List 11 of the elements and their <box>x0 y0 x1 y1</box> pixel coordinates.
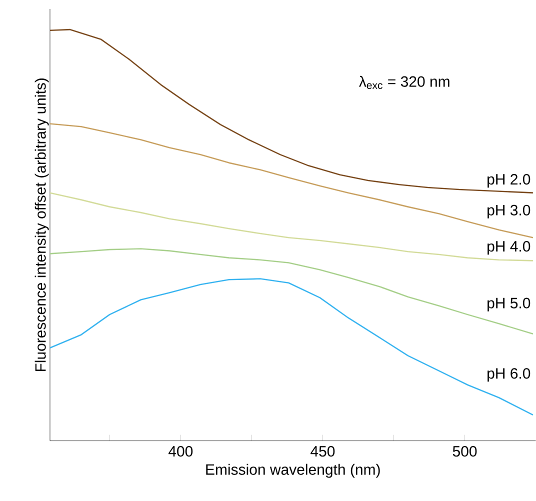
series-label: pH 5.0 <box>488 298 530 312</box>
x-axis-title: Emission wavelength (nm) <box>206 464 380 478</box>
x-tick-label: 500 <box>452 446 477 457</box>
series-label: pH 3.0 <box>488 204 530 219</box>
series-label: pH 4.0 <box>488 241 530 255</box>
series-label: pH 6.0 <box>488 368 530 382</box>
x-tick-label: 450 <box>310 446 335 457</box>
series-label: pH 2.0 <box>488 174 530 188</box>
annotation: λ$_{exc}$ = 320 nm <box>359 76 450 90</box>
y-axis-title: Fluorescence intensity offset (arbitrary units) <box>34 78 49 372</box>
x-tick-label: 400 <box>168 446 193 457</box>
